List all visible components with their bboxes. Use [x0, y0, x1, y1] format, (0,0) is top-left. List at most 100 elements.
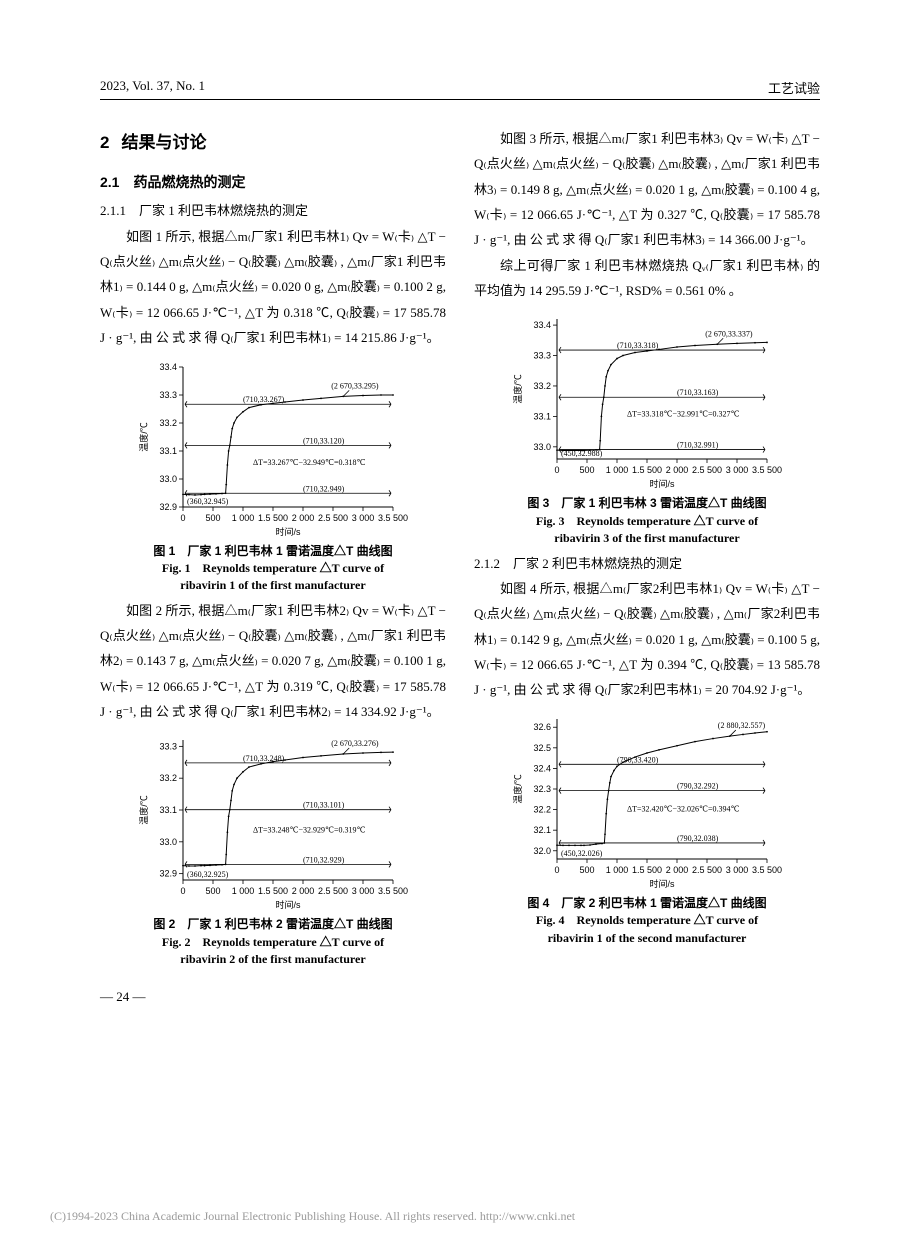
- svg-text:1.5 500: 1.5 500: [258, 513, 288, 523]
- svg-text:33.1: 33.1: [159, 805, 177, 815]
- svg-text:32.5: 32.5: [533, 742, 551, 752]
- svg-text:33.4: 33.4: [533, 320, 551, 330]
- svg-text:3 000: 3 000: [726, 865, 749, 875]
- svg-text:1 000: 1 000: [606, 465, 629, 475]
- svg-text:(450,32.988): (450,32.988): [561, 449, 603, 458]
- fig2-caption-en2: ribavirin 2 of the first manufacturer: [100, 951, 446, 967]
- svg-text:温度/℃: 温度/℃: [138, 796, 149, 826]
- fig4-caption-en1: Fig. 4 Reynolds temperature △T curve of: [474, 912, 820, 928]
- header-right: 工艺试验: [768, 78, 820, 97]
- section-2-title: 2结果与讨论: [100, 126, 446, 159]
- figure-2: 05001 0001.5 5002 0002.5 5003 0003.5 500…: [100, 730, 446, 967]
- heading-2-1-2: 2.1.2 厂家 2 利巴韦林燃烧热的测定: [474, 551, 820, 576]
- svg-text:33.3: 33.3: [159, 742, 177, 752]
- fig1-caption-en1: Fig. 1 Reynolds temperature △T curve of: [100, 560, 446, 576]
- fig3-caption-en2: ribavirin 3 of the first manufacturer: [474, 530, 820, 546]
- svg-text:(710,33.101): (710,33.101): [303, 801, 345, 810]
- svg-text:33.2: 33.2: [533, 381, 551, 391]
- svg-text:500: 500: [579, 865, 594, 875]
- svg-text:2.5 500: 2.5 500: [692, 865, 722, 875]
- heading-2-1-1: 2.1.1 厂家 1 利巴韦林燃烧热的测定: [100, 198, 446, 223]
- svg-text:1.5 500: 1.5 500: [632, 465, 662, 475]
- svg-text:1.5 500: 1.5 500: [258, 886, 288, 896]
- svg-text:ΔT=33.248℃−32.929℃=0.319℃: ΔT=33.248℃−32.929℃=0.319℃: [253, 826, 366, 835]
- svg-text:33.3: 33.3: [159, 390, 177, 400]
- svg-text:33.3: 33.3: [533, 351, 551, 361]
- fig3-caption-en1: Fig. 3 Reynolds temperature △T curve of: [474, 513, 820, 529]
- svg-text:(360,32.945): (360,32.945): [187, 497, 229, 506]
- svg-text:500: 500: [205, 513, 220, 523]
- svg-text:温度/℃: 温度/℃: [512, 375, 523, 405]
- svg-text:3.5 500: 3.5 500: [752, 465, 782, 475]
- header-left: 2023, Vol. 37, No. 1: [100, 78, 205, 97]
- svg-text:500: 500: [205, 886, 220, 896]
- svg-text:时间/s: 时间/s: [649, 478, 675, 489]
- svg-text:33.0: 33.0: [159, 474, 177, 484]
- svg-text:32.9: 32.9: [159, 502, 177, 512]
- svg-text:(710,32.991): (710,32.991): [677, 441, 719, 450]
- svg-text:2 000: 2 000: [666, 465, 689, 475]
- svg-text:ΔT=33.318℃−32.991℃=0.327℃: ΔT=33.318℃−32.991℃=0.327℃: [627, 410, 740, 419]
- svg-text:(360,32.925): (360,32.925): [187, 870, 229, 879]
- svg-text:32.6: 32.6: [533, 722, 551, 732]
- svg-text:(710,33.318): (710,33.318): [617, 341, 659, 350]
- svg-text:温度/℃: 温度/℃: [138, 422, 149, 452]
- section-num: 2: [100, 133, 109, 152]
- right-column: 如图 3 所示, 根据△m₍厂家1 利巴韦林3₎ Qv = W₍卡₎ △T − …: [474, 126, 820, 1009]
- svg-text:33.1: 33.1: [533, 412, 551, 422]
- svg-text:时间/s: 时间/s: [275, 899, 301, 910]
- svg-text:(710,32.949): (710,32.949): [303, 484, 345, 493]
- svg-text:3.5 500: 3.5 500: [378, 886, 408, 896]
- chart-fig4: 05001 0001.5 5002 0002.5 5003 0003.5 500…: [507, 709, 787, 889]
- svg-text:(710,33.163): (710,33.163): [677, 389, 719, 398]
- svg-text:3 000: 3 000: [352, 886, 375, 896]
- svg-text:(2 670,33.276): (2 670,33.276): [331, 739, 379, 748]
- svg-text:32.0: 32.0: [533, 845, 551, 855]
- svg-text:33.4: 33.4: [159, 362, 177, 372]
- svg-text:1 000: 1 000: [606, 865, 629, 875]
- svg-text:33.2: 33.2: [159, 774, 177, 784]
- svg-text:33.2: 33.2: [159, 418, 177, 428]
- svg-text:(710,33.267): (710,33.267): [243, 395, 285, 404]
- two-column-body: 2结果与讨论 2.1 药品燃烧热的测定 2.1.1 厂家 1 利巴韦林燃烧热的测…: [100, 126, 820, 1009]
- svg-text:(710,33.120): (710,33.120): [303, 436, 345, 445]
- svg-text:0: 0: [180, 886, 185, 896]
- svg-text:(710,33.248): (710,33.248): [243, 754, 285, 763]
- svg-text:33.1: 33.1: [159, 446, 177, 456]
- page-number: — 24 —: [100, 984, 446, 1009]
- svg-text:32.2: 32.2: [533, 804, 551, 814]
- paragraph-fig1: 如图 1 所示, 根据△m₍厂家1 利巴韦林1₎ Qv = W₍卡₎ △T − …: [100, 224, 446, 351]
- fig2-caption-zh: 图 2 厂家 1 利巴韦林 2 雷诺温度△T 曲线图: [100, 916, 446, 933]
- fig2-caption-en1: Fig. 2 Reynolds temperature △T curve of: [100, 934, 446, 950]
- chart-fig1: 05001 0001.5 5002 0002.5 5003 0003.5 500…: [133, 357, 413, 537]
- footer-copyright: (C)1994-2023 China Academic Journal Elec…: [50, 1209, 575, 1224]
- svg-text:(2 670,33.337): (2 670,33.337): [705, 330, 753, 339]
- figure-4: 05001 0001.5 5002 0002.5 5003 0003.5 500…: [474, 709, 820, 946]
- fig4-caption-zh: 图 4 厂家 2 利巴韦林 1 雷诺温度△T 曲线图: [474, 895, 820, 912]
- svg-text:33.0: 33.0: [159, 837, 177, 847]
- svg-text:33.0: 33.0: [533, 442, 551, 452]
- svg-text:32.4: 32.4: [533, 763, 551, 773]
- figure-3: 05001 0001.5 5002 0002.5 5003 0003.5 500…: [474, 309, 820, 546]
- paragraph-fig3: 如图 3 所示, 根据△m₍厂家1 利巴韦林3₎ Qv = W₍卡₎ △T − …: [474, 126, 820, 253]
- figure-1: 05001 0001.5 5002 0002.5 5003 0003.5 500…: [100, 357, 446, 594]
- chart-fig3: 05001 0001.5 5002 0002.5 5003 0003.5 500…: [507, 309, 787, 489]
- svg-text:0: 0: [554, 865, 559, 875]
- svg-text:温度/℃: 温度/℃: [512, 774, 523, 804]
- svg-text:32.9: 32.9: [159, 869, 177, 879]
- svg-text:ΔT=32.420℃−32.026℃=0.394℃: ΔT=32.420℃−32.026℃=0.394℃: [627, 804, 740, 813]
- svg-text:0: 0: [180, 513, 185, 523]
- svg-text:时间/s: 时间/s: [649, 878, 675, 889]
- svg-text:(2 670,33.295): (2 670,33.295): [331, 381, 379, 390]
- svg-text:2 000: 2 000: [292, 886, 315, 896]
- svg-text:2 000: 2 000: [292, 513, 315, 523]
- svg-text:0: 0: [554, 465, 559, 475]
- svg-text:(2 880,32.557): (2 880,32.557): [718, 721, 766, 730]
- running-header: 2023, Vol. 37, No. 1 工艺试验: [100, 78, 820, 100]
- svg-text:3.5 500: 3.5 500: [378, 513, 408, 523]
- paragraph-fig4: 如图 4 所示, 根据△m₍厂家2利巴韦林1₎ Qv = W₍卡₎ △T − Q…: [474, 576, 820, 703]
- svg-text:时间/s: 时间/s: [275, 526, 301, 537]
- svg-text:(450,32.026): (450,32.026): [561, 849, 603, 858]
- fig1-caption-zh: 图 1 厂家 1 利巴韦林 1 雷诺温度△T 曲线图: [100, 543, 446, 560]
- fig3-caption-zh: 图 3 厂家 1 利巴韦林 3 雷诺温度△T 曲线图: [474, 495, 820, 512]
